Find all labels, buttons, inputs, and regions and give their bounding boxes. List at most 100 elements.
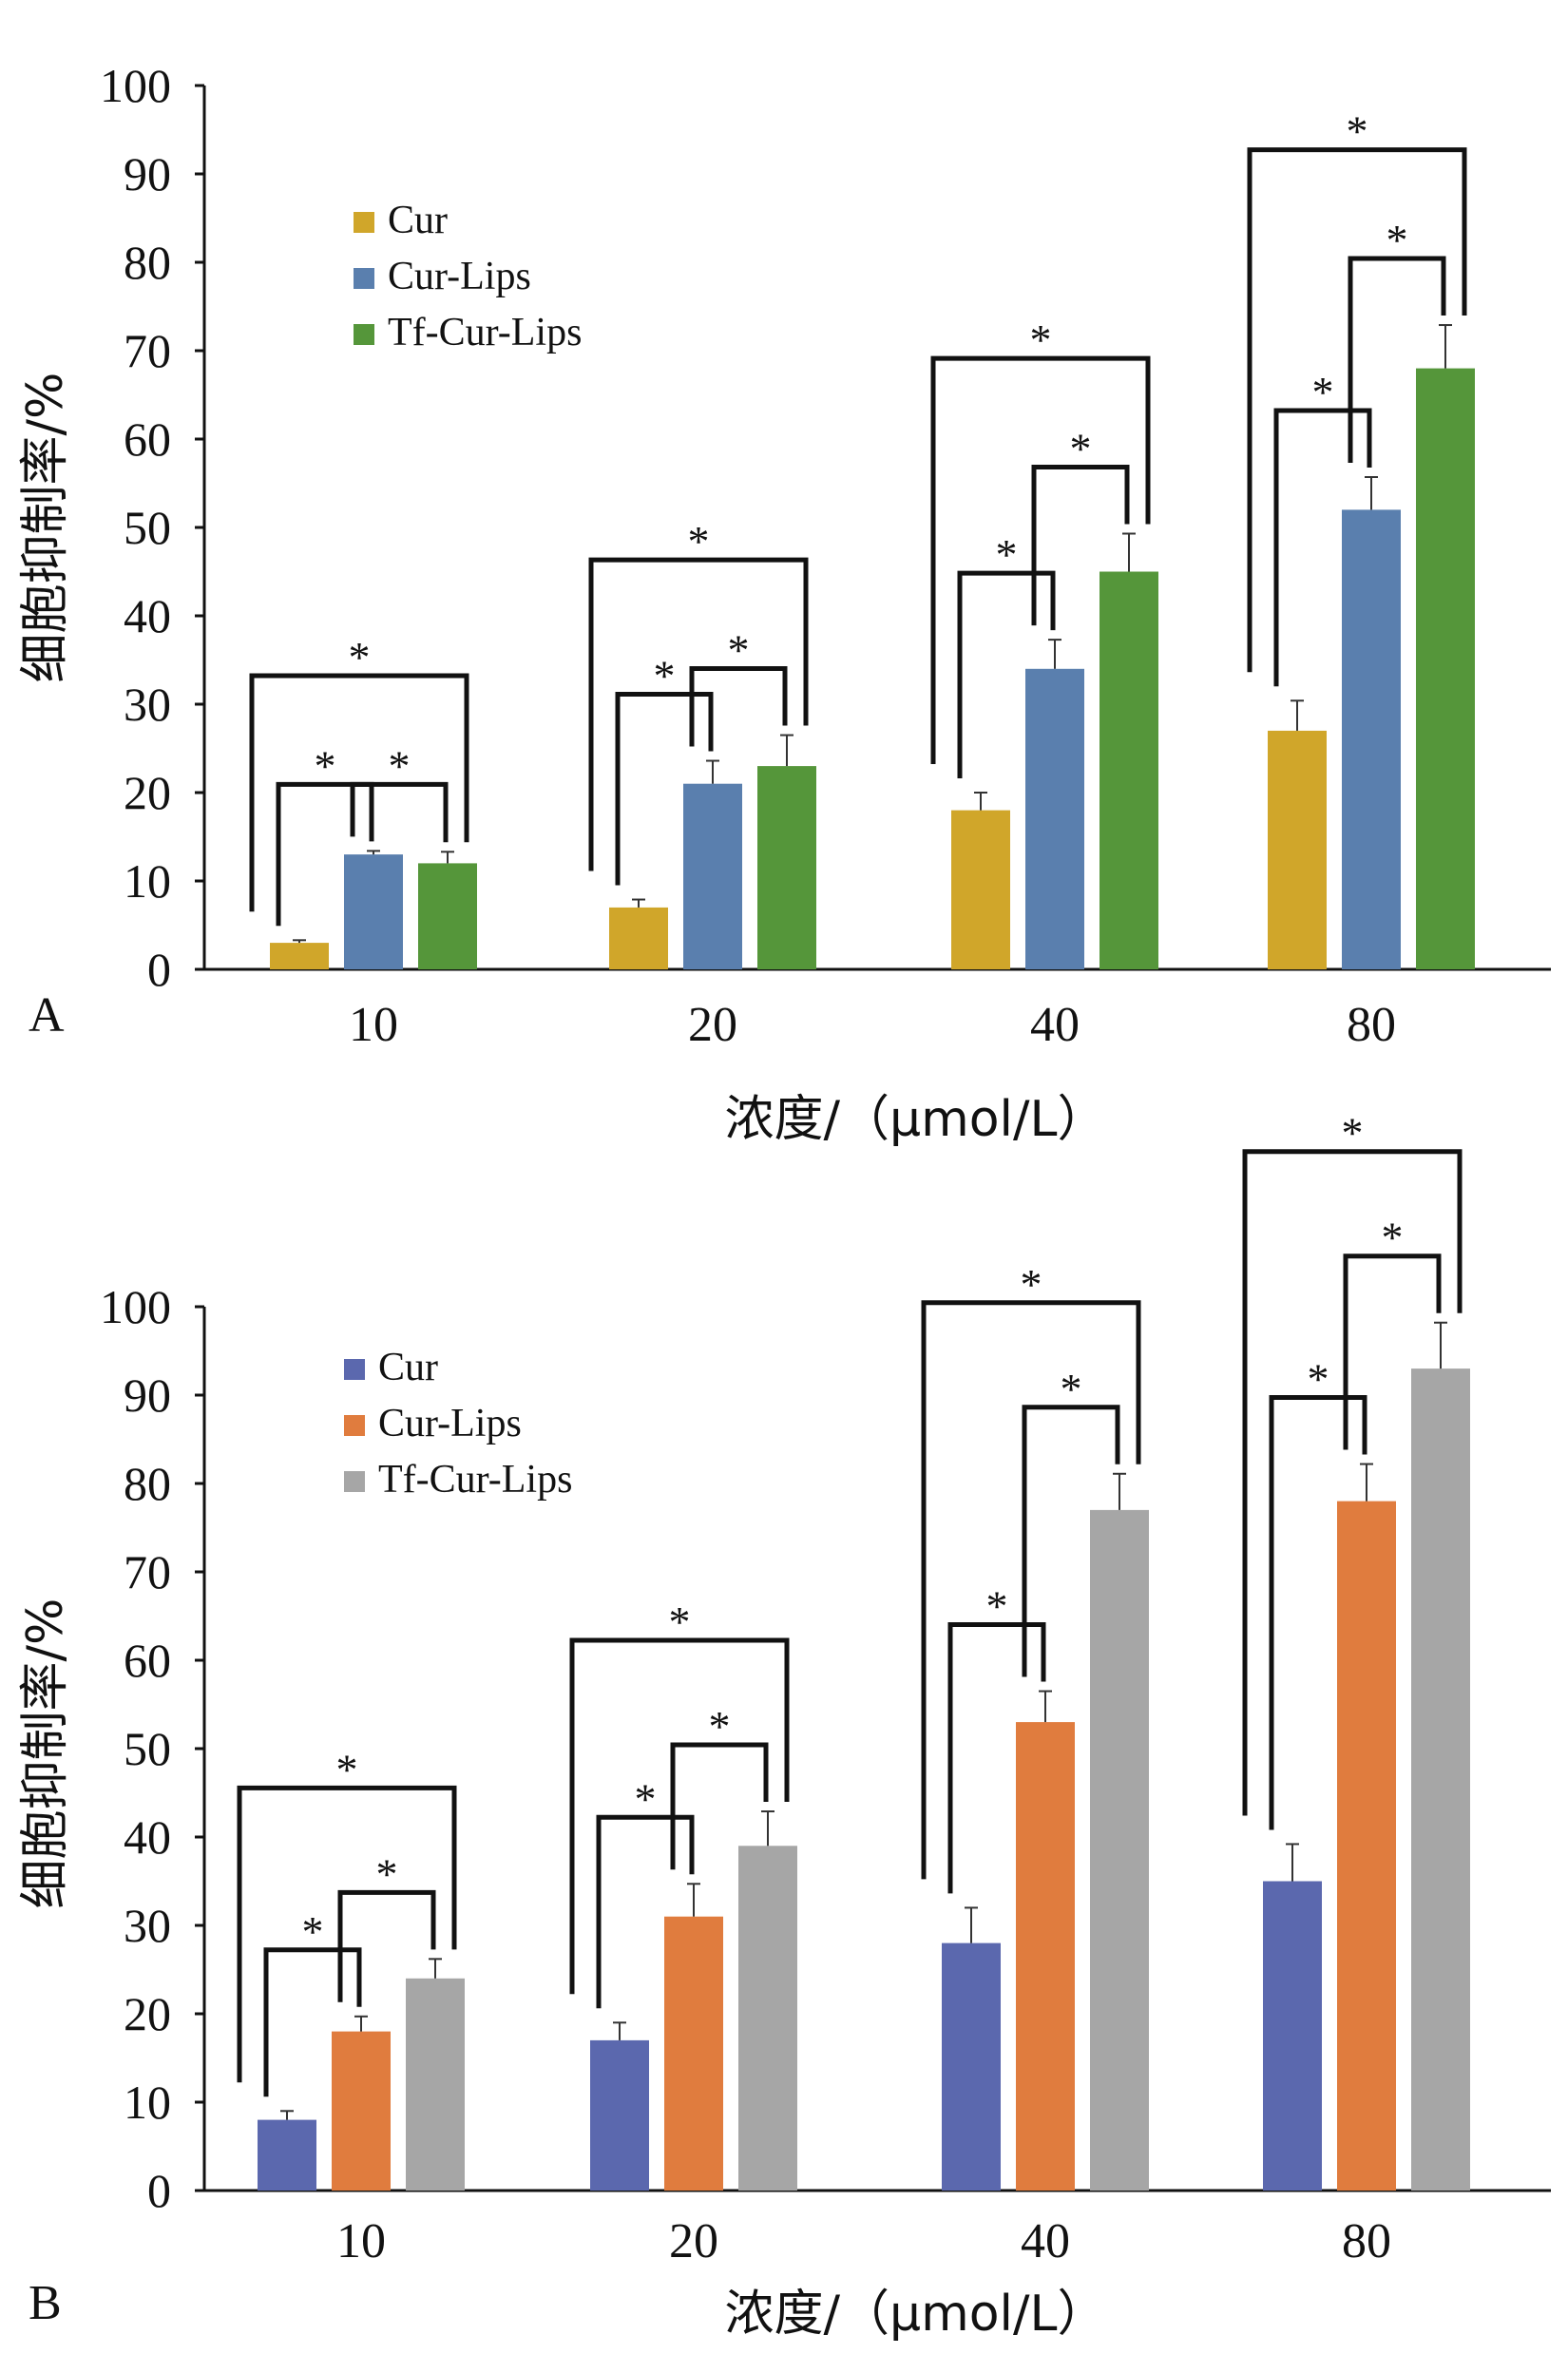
- significance-bracket: [249, 673, 469, 912]
- significance-star: *: [709, 1702, 731, 1751]
- bar-cur-lips: [1016, 1722, 1075, 2191]
- significance-star: *: [349, 633, 371, 681]
- significance-star: *: [1061, 1365, 1082, 1413]
- y-tick-label: 0: [147, 943, 171, 996]
- legend-label: Cur-Lips: [378, 1402, 522, 1445]
- significance-star: *: [1386, 216, 1408, 264]
- panel-label: A: [29, 988, 65, 1043]
- significance-star: *: [302, 1907, 324, 1956]
- y-tick-label: 40: [124, 1810, 171, 1864]
- bar-cur: [1268, 730, 1327, 969]
- y-tick-label: 40: [124, 589, 171, 642]
- y-tick-label: 10: [124, 854, 171, 908]
- bar-cur: [590, 2039, 649, 2191]
- y-tick-label: 100: [100, 59, 171, 112]
- legend-label: Tf-Cur-Lips: [388, 311, 582, 354]
- y-tick-label: 0: [147, 2164, 171, 2217]
- significance-bracket: [596, 1814, 695, 2009]
- significance-star: *: [1347, 107, 1368, 156]
- significance-bracket: [1031, 465, 1130, 626]
- significance-bracket: [569, 1637, 790, 1995]
- x-tick-label: 10: [349, 998, 398, 1052]
- legend-label: Cur: [378, 1346, 438, 1389]
- significance-star: *: [654, 652, 676, 700]
- significance-bracket: [1348, 256, 1446, 463]
- significance-bracket: [1242, 1149, 1463, 1816]
- significance-star: *: [669, 1598, 691, 1646]
- bar-tf-cur-lips: [757, 766, 816, 969]
- bar-cur: [609, 907, 668, 969]
- bar-tf-cur-lips: [1416, 368, 1475, 970]
- legend-swatch: [344, 1471, 365, 1492]
- significance-bracket: [1273, 408, 1372, 687]
- bar-tf-cur-lips: [1411, 1368, 1470, 2191]
- significance-bracket: [1022, 1405, 1120, 1677]
- y-axis-title: 细胞抑制率/%: [17, 1598, 74, 1909]
- significance-bracket: [930, 355, 1151, 764]
- y-axis-title: 细胞抑制率/%: [17, 373, 74, 683]
- legend-swatch: [354, 324, 374, 345]
- significance-bracket: [1269, 1395, 1367, 1830]
- bar-cur: [951, 810, 1010, 969]
- significance-bracket: [670, 1742, 769, 1870]
- chart-panel-a: 0 10 20 30 40 50 60 70 80 90 100 细胞抑制率/% 10 20 40 80 浓度/…: [17, 59, 1551, 1148]
- bar-cur-lips: [1342, 509, 1401, 969]
- y-tick-label: 60: [124, 412, 171, 466]
- x-tick-label: 20: [669, 2214, 718, 2268]
- panel-label: B: [29, 2276, 62, 2330]
- significance-star: *: [1030, 316, 1052, 364]
- bar-cur-lips: [1337, 1501, 1396, 2191]
- y-tick-label: 50: [124, 1722, 171, 1775]
- significance-star: *: [996, 530, 1018, 579]
- bar-cur-lips: [332, 2031, 391, 2191]
- bar-tf-cur-lips: [738, 1846, 797, 2191]
- significance-bracket: [263, 1947, 362, 2097]
- y-tick-label: 50: [124, 501, 171, 554]
- legend-label: Cur: [388, 199, 448, 242]
- bar-cur: [1263, 1881, 1322, 2191]
- x-tick-label: 80: [1347, 998, 1396, 1052]
- legend-swatch: [354, 212, 374, 233]
- significance-star: *: [1308, 1355, 1329, 1404]
- y-tick-label: 30: [124, 1899, 171, 1952]
- significance-bracket: [1247, 147, 1467, 673]
- bar-cur-lips: [1025, 668, 1084, 969]
- significance-bracket: [276, 781, 374, 927]
- significance-star: *: [315, 741, 336, 790]
- significance-bracket: [350, 781, 449, 843]
- legend-label: Cur-Lips: [388, 255, 531, 298]
- bar-cur-lips: [664, 1916, 723, 2191]
- y-tick-label: 20: [124, 766, 171, 819]
- significance-bracket: [921, 1300, 1141, 1880]
- legend-swatch: [344, 1415, 365, 1436]
- significance-star: *: [1070, 425, 1092, 473]
- bar-tf-cur-lips: [406, 1978, 465, 2191]
- significance-bracket: [615, 692, 714, 886]
- x-tick-label: 40: [1021, 2214, 1070, 2268]
- x-tick-label: 20: [688, 998, 737, 1052]
- significance-star: *: [688, 517, 710, 565]
- significance-bracket: [588, 557, 809, 871]
- x-tick-label: 80: [1342, 2214, 1391, 2268]
- significance-bracket: [957, 570, 1056, 778]
- y-tick-label: 100: [100, 1280, 171, 1333]
- significance-star: *: [1382, 1214, 1404, 1262]
- legend-label: Tf-Cur-Lips: [378, 1458, 572, 1502]
- y-tick-label: 90: [124, 1368, 171, 1422]
- bar-cur: [270, 943, 329, 969]
- chart-panel-b: 0 10 20 30 40 50 60 70 80 90 100 细胞抑制率/% 10 20 40 80 浓度/…: [17, 1109, 1551, 2343]
- y-tick-label: 30: [124, 678, 171, 731]
- bar-cur-lips: [344, 854, 403, 969]
- y-tick-label: 70: [124, 324, 171, 377]
- legend-swatch: [354, 268, 374, 289]
- bar-cur: [942, 1943, 1001, 2191]
- x-tick-label: 10: [336, 2214, 386, 2268]
- significance-bracket: [237, 1785, 457, 2083]
- y-tick-label: 60: [124, 1634, 171, 1687]
- bar-cur-lips: [683, 783, 742, 969]
- significance-bracket: [689, 666, 788, 747]
- significance-star: *: [728, 626, 750, 675]
- significance-star: *: [635, 1774, 657, 1823]
